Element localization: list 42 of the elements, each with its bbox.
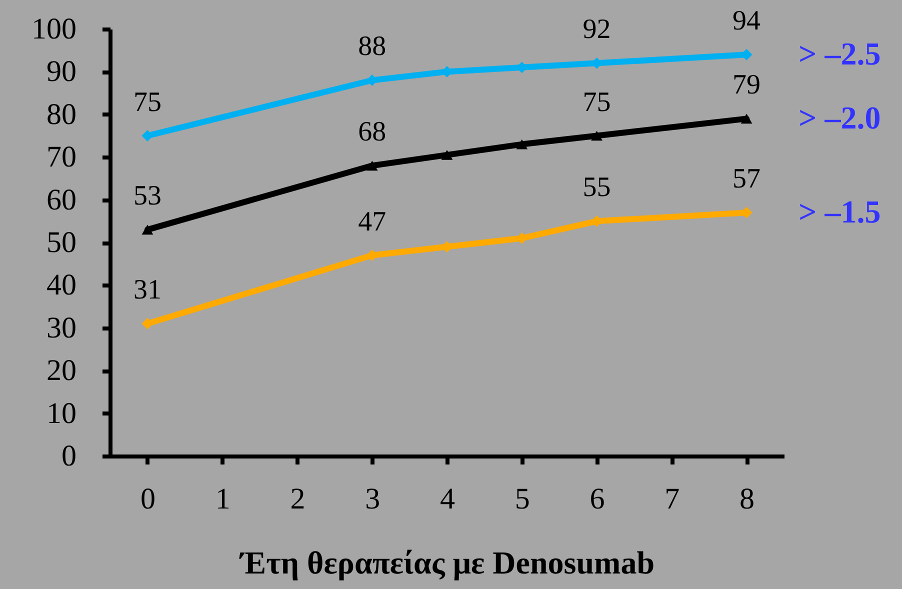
data-label: 47	[358, 206, 386, 238]
x-tick-label: 6	[590, 482, 605, 516]
y-tick-label: 30	[46, 311, 76, 344]
data-label: 75	[582, 86, 611, 118]
y-tick-label: 90	[46, 55, 76, 88]
point	[740, 114, 752, 124]
y-tick-label: 50	[46, 226, 76, 259]
data-label: 57	[732, 164, 761, 195]
data-label: 88	[358, 31, 386, 62]
y-tick-label: 10	[46, 396, 76, 430]
y-tick-label: 70	[46, 140, 76, 174]
x-axis-title: Έτη θεραπείας με Denosumab	[238, 544, 654, 580]
point	[142, 224, 154, 235]
x-tick-label: 3	[365, 482, 380, 516]
series-label: > –1.5	[798, 194, 881, 230]
y-tick-label: 20	[46, 354, 76, 388]
x-tick-label: 7	[664, 482, 680, 516]
x-tick-label: 4	[440, 482, 455, 516]
data-label: 53	[133, 180, 162, 212]
point	[441, 150, 453, 160]
y-tick-label: 0	[62, 440, 76, 472]
x-tick-label: 1	[215, 482, 230, 516]
data-label: 68	[358, 116, 386, 148]
data-label: 31	[133, 274, 162, 306]
data-label: 94	[732, 6, 761, 37]
x-tick-label: 8	[740, 482, 755, 516]
data-label: 79	[732, 70, 761, 101]
point	[591, 130, 602, 141]
y-tick-label: 100	[32, 12, 76, 46]
x-tick-label: 2	[290, 482, 306, 516]
data-label: 55	[582, 172, 611, 204]
data-label: 75	[133, 86, 162, 118]
point	[366, 160, 378, 171]
series-label: > –2.0	[798, 100, 881, 136]
data-label: 92	[582, 14, 611, 46]
x-tick-label: 0	[140, 482, 156, 516]
y-tick-label: 60	[46, 183, 76, 216]
x-tick-label: 5	[514, 482, 530, 516]
y-tick-label: 80	[46, 98, 76, 131]
point	[516, 139, 528, 150]
y-tick-label: 40	[46, 268, 76, 302]
series-label: > –2.5	[798, 36, 881, 72]
